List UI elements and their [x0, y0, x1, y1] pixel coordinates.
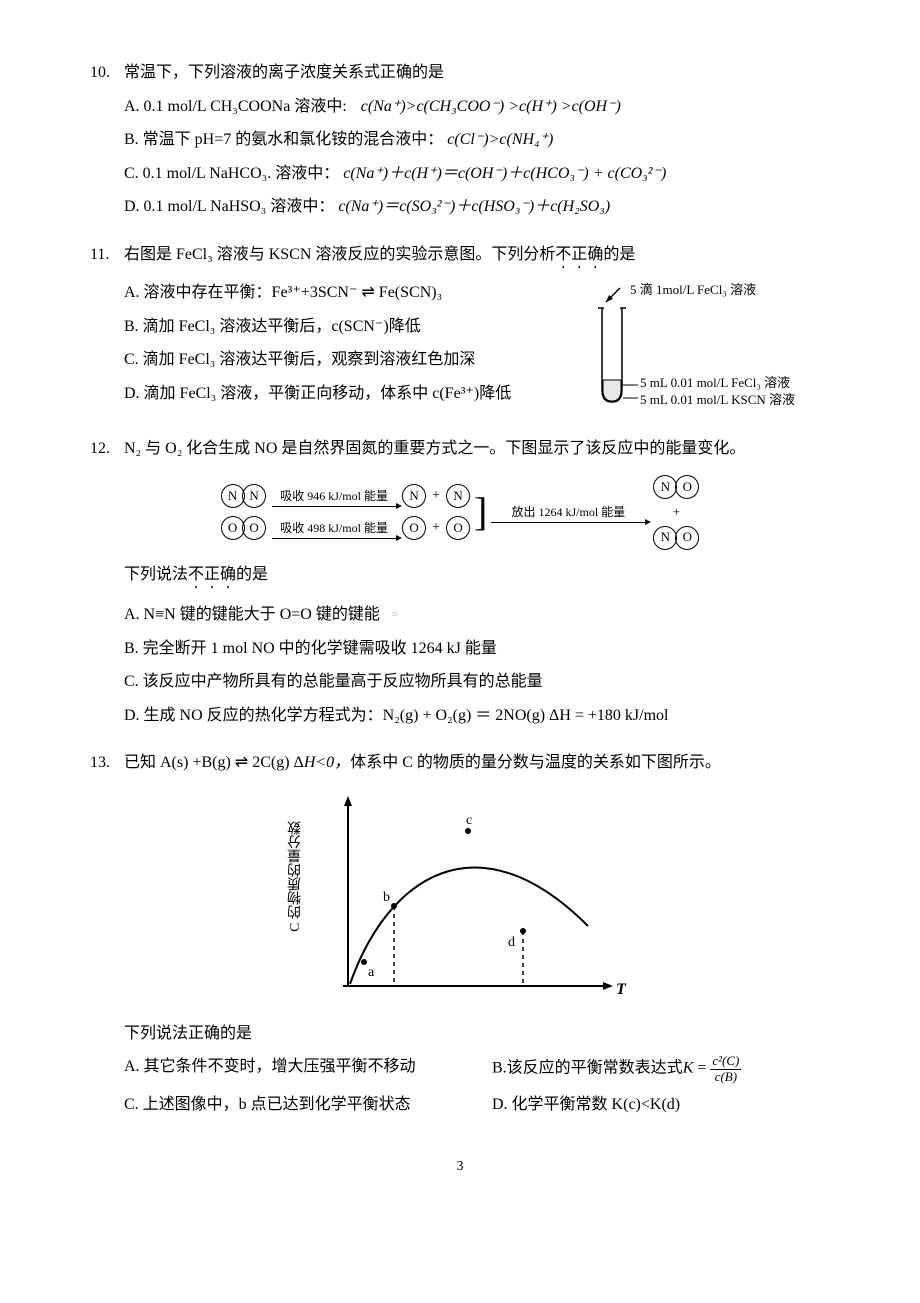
atom-o: O [675, 475, 699, 499]
q11-opt-a: A. 溶液中存在平衡：Fe³⁺+3SCN⁻ ⇌ Fe(SCN)₃ [124, 280, 570, 306]
mole-fraction-chart: a b c d T [308, 786, 638, 1006]
q13-stem-a: 已知 A(s) +B(g) ⇌ 2C(g) Δ [124, 754, 304, 771]
point-c-label: c [466, 813, 472, 828]
q11-stem: 11. 右图是 FeCl₃ 溶液与 KSCN 溶液反应的实验示意图。下列分析不正… [90, 242, 830, 272]
q13-stem-b: 体系中 C 的物质的量分数与温度的关系如下图所示。 [350, 754, 721, 771]
question-11: 11. 右图是 FeCl₃ 溶液与 KSCN 溶液反应的实验示意图。下列分析不正… [90, 242, 830, 414]
q12-post-a: 下列说法 [124, 566, 188, 583]
q10-d-rel: c(Na⁺)＝c(SO₃²⁻)＋c(HSO₃⁻)＋c(H₂SO₃) [338, 194, 610, 220]
q11-stem-neg: 不正确 [555, 246, 603, 263]
q13-b-eq: = [693, 1060, 710, 1077]
q13-opt-a: A. 其它条件不变时，增大压强平衡不移动 [124, 1054, 462, 1084]
question-13: 13. 已知 A(s) +B(g) ⇌ 2C(g) ΔH<0，体系中 C 的物质… [90, 750, 830, 1125]
q10-d-prefix: D. 0.1 mol/L NaHSO₃ 溶液中： [124, 194, 334, 220]
point-a-label: a [368, 965, 375, 980]
tube-label-2: 5 mL 0.01 mol/L KSCN 溶液 [640, 392, 795, 409]
q10-opt-a: A. 0.1 mol/L CH₃COONa 溶液中: c(Na⁺)>c(CH₃C… [124, 94, 830, 120]
q13-stem: 13. 已知 A(s) +B(g) ⇌ 2C(g) ΔH<0，体系中 C 的物质… [90, 750, 830, 776]
energy-row-o2: O O 吸收 498 kJ/mol 能量 O + O [221, 516, 470, 540]
q13-options: A. 其它条件不变时，增大压强平衡不移动 B.该反应的平衡常数表达式K = c²… [90, 1054, 830, 1125]
q12-number: 12. [90, 436, 118, 462]
q10-opt-c: C. 0.1 mol/L NaHCO₃. 溶液中： c(Na⁺)＋c(H⁺)＝c… [124, 161, 830, 187]
point-b-label: b [383, 890, 390, 905]
q12-a-text: A. N≡N 键的键能大于 O=O 键的键能 [124, 606, 380, 623]
q10-options: A. 0.1 mol/L CH₃COONa 溶液中: c(Na⁺)>c(CH₃C… [90, 94, 830, 220]
tube-labels: 5 mL 0.01 mol/L FeCl₃ 溶液 5 mL 0.01 mol/L… [640, 375, 795, 409]
q10-b-prefix: B. 常温下 pH=7 的氨水和氯化铵的混合液中： [124, 127, 443, 153]
atom-n: N [653, 475, 677, 499]
q12-post-neg: 不正确 [188, 566, 236, 583]
question-12: 12. N₂ 与 O₂ 化合生成 NO 是自然界固氮的重要方式之一。下图显示了该… [90, 436, 830, 728]
q13-b-num: c²(C) [710, 1054, 741, 1069]
q13-opt-b: B.该反应的平衡常数表达式K = c²(C)c(B) [492, 1054, 830, 1084]
atom-n: N [402, 484, 426, 508]
page-number: 3 [90, 1156, 830, 1178]
x-axis-label: T [616, 981, 627, 998]
atom-n: N [242, 484, 266, 508]
q13-b-prefix: B.该反应的平衡常数表达式 [492, 1060, 683, 1077]
q13-post: 下列说法正确的是 [90, 1021, 830, 1047]
atom-n: N [221, 484, 245, 508]
q12-stem: 12. N₂ 与 O₂ 化合生成 NO 是自然界固氮的重要方式之一。下图显示了该… [90, 436, 830, 462]
y-axis-label: C 的物质的量分数 [285, 821, 307, 932]
q11-opt-c: C. 滴加 FeCl₃ 溶液达平衡后，观察到溶液红色加深 [124, 347, 570, 373]
q11-opt-d: D. 滴加 FeCl₃ 溶液，平衡正向移动，体系中 c(Fe³⁺)降低 [124, 381, 570, 407]
atom-o: O [242, 516, 266, 540]
q12-d-text: D. 生成 NO 反应的热化学方程式为：N₂(g) + O₂(g) ＝ 2NO(… [124, 707, 669, 724]
q11-stem-b: 的是 [603, 246, 635, 263]
dropper-label: 5 滴 1mol/L FeCl₃ 溶液 [630, 280, 756, 301]
q12-post: 下列说法不正确的是 [90, 562, 830, 592]
q12-opt-a: A. N≡N 键的键能大于 O=O 键的键能 ▫ [124, 602, 830, 628]
tube-label-1: 5 mL 0.01 mol/L FeCl₃ 溶液 [640, 375, 795, 392]
q13-stem-text: 已知 A(s) +B(g) ⇌ 2C(g) ΔH<0，体系中 C 的物质的量分数… [124, 750, 721, 776]
right-brace: ] [474, 492, 487, 532]
atom-o: O [675, 526, 699, 550]
energy-row-n2: N N 吸收 946 kJ/mol 能量 N + N [221, 484, 470, 508]
q10-stem-text: 常温下，下列溶液的离子浓度关系式正确的是 [124, 60, 444, 86]
q11-stem-a: 右图是 FeCl₃ 溶液与 KSCN 溶液反应的实验示意图。下列分析 [124, 246, 555, 263]
q12-opt-c: C. 该反应中产物所具有的总能量高于反应物所具有的总能量 [124, 669, 830, 695]
q10-c-rel: c(Na⁺)＋c(H⁺)＝c(OH⁻)＋c(HCO₃⁻) + c(CO₃²⁻) [343, 161, 666, 187]
q11-options: A. 溶液中存在平衡：Fe³⁺+3SCN⁻ ⇌ Fe(SCN)₃ B. 滴加 F… [90, 280, 570, 414]
arrow-label-1: 吸收 946 kJ/mol 能量 [280, 489, 388, 503]
q11-opt-b: B. 滴加 FeCl₃ 溶液达平衡后，c(SCN⁻)降低 [124, 314, 570, 340]
q13-b-den: c(B) [713, 1070, 739, 1084]
faint-mark-icon: ▫ [392, 606, 398, 623]
q11-number: 11. [90, 242, 118, 268]
atom-n: N [446, 484, 470, 508]
q10-a-rel: c(Na⁺)>c(CH₃COO⁻) >c(H⁺) >c(OH⁻) [361, 94, 621, 120]
atom-n: N [653, 526, 677, 550]
q12-options: A. N≡N 键的键能大于 O=O 键的键能 ▫ B. 完全断开 1 mol N… [90, 602, 830, 728]
q11-stem-text: 右图是 FeCl₃ 溶液与 KSCN 溶液反应的实验示意图。下列分析不正确的是 [124, 242, 635, 272]
q11-figure: 5 滴 1mol/L FeCl₃ 溶液 5 mL 0.01 mol/L FeCl… [590, 280, 830, 410]
arrow-label-3: 放出 1264 kJ/mol 能量 [512, 505, 626, 519]
q13-stem-h: H<0， [304, 754, 350, 771]
point-d-label: d [508, 935, 515, 950]
q10-stem: 10. 常温下，下列溶液的离子浓度关系式正确的是 [90, 60, 830, 86]
q11-d-text: D. 滴加 FeCl₃ 溶液，平衡正向移动，体系中 c(Fe³⁺)降低 [124, 385, 511, 402]
q11-b-text: B. 滴加 FeCl₃ 溶液达平衡后，c(SCN⁻)降低 [124, 318, 421, 335]
atom-o: O [221, 516, 245, 540]
question-10: 10. 常温下，下列溶液的离子浓度关系式正确的是 A. 0.1 mol/L CH… [90, 60, 830, 220]
arrow-label-2: 吸收 498 kJ/mol 能量 [280, 521, 388, 535]
q13-chart: a b c d T [90, 786, 830, 1006]
q12-stem-text: N₂ 与 O₂ 化合生成 NO 是自然界固氮的重要方式之一。下图显示了该反应中的… [124, 436, 745, 462]
q13-opt-c: C. 上述图像中，b 点已达到化学平衡状态 [124, 1092, 462, 1118]
q12-post-b: 的是 [236, 566, 268, 583]
q13-opt-d: D. 化学平衡常数 K(c)<K(d) [492, 1092, 830, 1118]
q10-c-prefix: C. 0.1 mol/L NaHCO₃. 溶液中： [124, 161, 339, 187]
atom-o: O [402, 516, 426, 540]
q12-opt-d: D. 生成 NO 反应的热化学方程式为：N₂(g) + O₂(g) ＝ 2NO(… [124, 703, 830, 729]
q12-opt-b: B. 完全断开 1 mol NO 中的化学键需吸收 1264 kJ 能量 [124, 636, 830, 662]
q13-number: 13. [90, 750, 118, 776]
atom-o: O [446, 516, 470, 540]
q13-b-K: K [683, 1060, 694, 1077]
q10-b-rel: c(Cl⁻)>c(NH₄⁺) [447, 127, 553, 153]
q10-opt-d: D. 0.1 mol/L NaHSO₃ 溶液中： c(Na⁺)＝c(SO₃²⁻)… [124, 194, 830, 220]
energy-diagram: N N 吸收 946 kJ/mol 能量 N + N O O 吸收 498 kJ… [90, 474, 830, 550]
q13-d-text: D. 化学平衡常数 K(c)<K(d) [492, 1096, 680, 1113]
q10-number: 10. [90, 60, 118, 86]
q10-opt-b: B. 常温下 pH=7 的氨水和氯化铵的混合液中： c(Cl⁻)>c(NH₄⁺) [124, 127, 830, 153]
q10-a-prefix: A. 0.1 mol/L CH₃COONa 溶液中: [124, 94, 347, 120]
